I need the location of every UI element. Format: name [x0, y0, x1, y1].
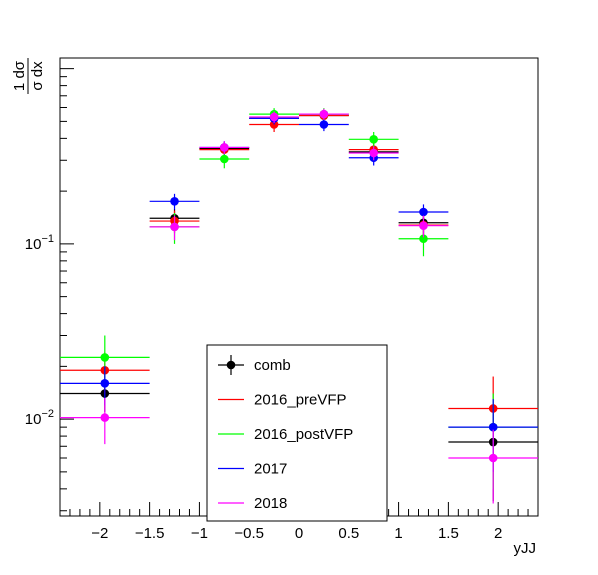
marker — [419, 221, 428, 230]
marker — [170, 196, 179, 206]
legend-item-comb: comb — [218, 355, 291, 375]
marker — [488, 453, 498, 463]
x-tick-label: 0.5 — [338, 525, 359, 542]
marker — [100, 379, 110, 388]
marker — [419, 234, 428, 244]
y-tick-label-base: 10 — [25, 411, 42, 428]
legend-marker — [226, 360, 236, 370]
marker — [170, 222, 179, 232]
x-tick-label: −1 — [191, 525, 208, 542]
marker — [369, 135, 378, 144]
data-point — [149, 215, 200, 241]
y-tick-label-exponent: −2 — [41, 408, 54, 420]
data-point — [299, 108, 349, 120]
x-tick-label: 2 — [494, 525, 502, 542]
y-axis-title-denominator: σ dx — [29, 61, 46, 91]
data-point — [299, 118, 349, 132]
x-tick-label: 1 — [394, 525, 402, 542]
legend-item-2018: 2018 — [218, 495, 287, 512]
y-tick-label: 10−2 — [25, 408, 54, 428]
data-point — [448, 429, 538, 504]
legend-label: 2016_postVFP — [254, 426, 353, 443]
x-tick-label: −1.5 — [135, 525, 165, 542]
x-tick-label: −2 — [91, 525, 108, 542]
y-tick-label: 10−1 — [25, 233, 54, 253]
legend-box — [206, 344, 388, 522]
data-point — [398, 215, 449, 238]
marker — [419, 207, 428, 217]
y-axis: 10−210−1 — [25, 68, 74, 512]
data-point — [348, 131, 399, 148]
x-axis-title: yJJ — [514, 540, 537, 557]
marker — [319, 120, 329, 129]
marker — [220, 154, 229, 164]
marker — [220, 143, 229, 152]
marker — [369, 148, 378, 158]
y-tick-label-base: 10 — [25, 236, 42, 253]
series-layer — [60, 108, 538, 504]
y-axis-title: 1 dσ σ dx — [11, 58, 46, 94]
legend-label: 2017 — [254, 461, 287, 478]
data-point — [149, 193, 200, 210]
marker — [488, 422, 498, 432]
data-point — [199, 141, 250, 155]
data-point — [60, 397, 150, 445]
legend-item-2017: 2017 — [218, 461, 287, 478]
y-tick-label-exponent: −1 — [41, 233, 54, 245]
legend-label: comb — [254, 357, 291, 374]
marker — [100, 413, 110, 422]
y-axis-title-numerator: 1 dσ — [11, 60, 28, 91]
data-point — [348, 146, 399, 161]
legend-item-2016_preVFP: 2016_preVFP — [218, 392, 347, 409]
x-tick-label: 1.5 — [438, 525, 459, 542]
x-tick-label: 0 — [295, 525, 303, 542]
x-tick-label: −0.5 — [234, 525, 264, 542]
legend-label: 2018 — [254, 495, 287, 512]
series-2018 — [60, 108, 538, 504]
marker — [319, 109, 329, 119]
legend: comb 2016_preVFP 2016_postVFP 2017 2018 — [206, 344, 388, 522]
marker — [269, 112, 279, 122]
legend-label: 2016_preVFP — [254, 392, 347, 409]
legend-item-2016_postVFP: 2016_postVFP — [218, 426, 353, 443]
data-point — [249, 111, 299, 123]
marker — [100, 353, 110, 362]
